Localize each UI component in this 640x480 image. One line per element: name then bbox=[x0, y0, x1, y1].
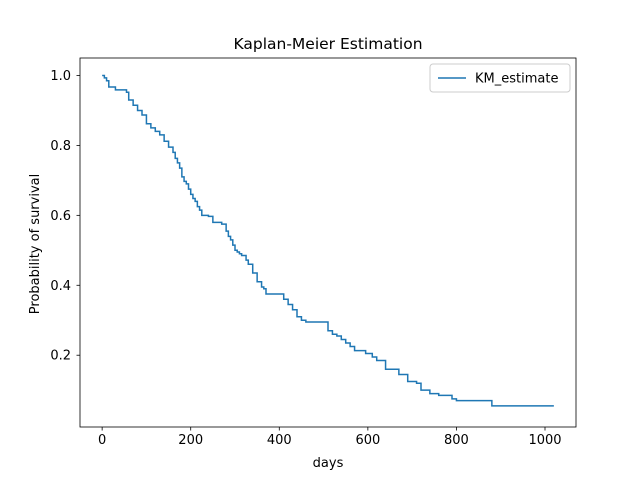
x-tick-label: 200 bbox=[178, 433, 203, 448]
y-axis-label: Probability of survival bbox=[28, 174, 43, 314]
y-tick-label: 0.6 bbox=[50, 209, 71, 224]
x-tick-label: 400 bbox=[267, 433, 292, 448]
x-tick-label: 0 bbox=[98, 433, 106, 448]
x-tick-label: 600 bbox=[355, 433, 380, 448]
y-tick-label: 0.2 bbox=[50, 349, 71, 364]
x-axis-label: days bbox=[313, 456, 344, 471]
y-tick-label: 0.8 bbox=[50, 139, 71, 154]
legend-label: KM_estimate bbox=[475, 72, 558, 87]
x-tick-label: 800 bbox=[444, 433, 469, 448]
y-tick-label: 1.0 bbox=[50, 69, 71, 84]
x-tick-label: 1000 bbox=[528, 433, 561, 448]
legend: KM_estimate bbox=[429, 63, 571, 93]
axes-frame bbox=[79, 57, 577, 428]
series-line-km-estimate bbox=[102, 74, 554, 407]
chart-title: Kaplan-Meier Estimation bbox=[233, 35, 422, 53]
y-tick-label: 0.4 bbox=[50, 279, 71, 294]
legend-box bbox=[429, 63, 571, 93]
plot-area: 0 200 400 600 800 1000 0.2 0.4 0.6 0.8 1.0 bbox=[50, 57, 577, 448]
